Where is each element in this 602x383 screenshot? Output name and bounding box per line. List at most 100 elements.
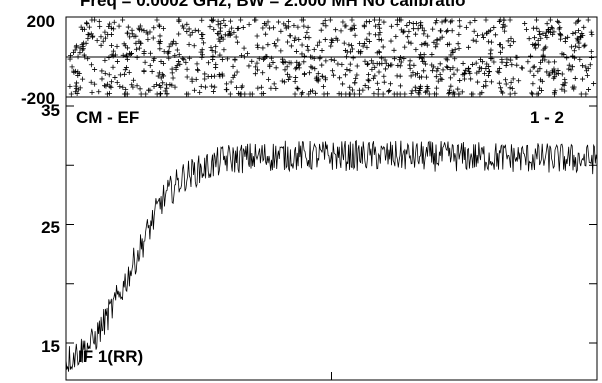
phase-point [121, 71, 127, 77]
phase-point [397, 63, 403, 69]
phase-point [572, 30, 578, 36]
phase-point [241, 54, 247, 60]
phase-point [199, 54, 205, 60]
phase-point [138, 91, 144, 97]
phase-point [254, 60, 260, 66]
phase-point [397, 83, 403, 89]
phase-point [100, 38, 106, 44]
phase-point [169, 70, 175, 76]
phase-point [433, 74, 439, 80]
phase-point [344, 66, 350, 72]
phase-point [120, 17, 126, 23]
phase-point [480, 32, 486, 38]
phase-point [583, 91, 589, 97]
phase-point [413, 31, 419, 37]
phase-point [393, 34, 399, 40]
phase-point [589, 32, 595, 38]
phase-point [193, 76, 199, 82]
phase-point [411, 26, 417, 32]
phase-point [72, 68, 78, 74]
phase-point [381, 73, 387, 79]
phase-point [136, 25, 142, 31]
phase-point [455, 86, 461, 92]
phase-point [258, 84, 264, 90]
phase-point [322, 37, 328, 43]
phase-point [439, 77, 445, 83]
phase-point [410, 70, 416, 76]
phase-point [154, 17, 160, 23]
phase-point [127, 34, 133, 40]
phase-point [457, 23, 463, 29]
phase-point [238, 17, 244, 23]
phase-point [156, 22, 162, 28]
phase-point [394, 22, 400, 28]
phase-point [120, 84, 126, 90]
phase-point [425, 86, 431, 92]
phase-point [228, 79, 234, 85]
phase-point [78, 24, 84, 30]
phase-point [544, 21, 550, 27]
phase-point [157, 23, 163, 29]
phase-point [562, 80, 568, 86]
phase-point [416, 86, 422, 92]
phase-point [361, 40, 367, 46]
phase-point [576, 40, 582, 46]
phase-point [285, 39, 291, 45]
phase-point [189, 30, 195, 36]
phase-point [172, 52, 178, 58]
phase-point [211, 26, 217, 32]
phase-point [465, 44, 471, 50]
phase-point [225, 32, 231, 38]
phase-point [198, 49, 204, 55]
phase-point [471, 28, 477, 34]
phase-point [526, 36, 532, 42]
phase-point [400, 29, 406, 35]
phase-point [120, 52, 126, 58]
phase-point [433, 44, 439, 50]
phase-point [452, 46, 458, 52]
phase-point [559, 51, 565, 57]
phase-point [507, 42, 513, 48]
phase-point [451, 91, 457, 97]
phase-point [369, 66, 375, 72]
phase-point [456, 91, 462, 97]
phase-point [376, 21, 382, 27]
phase-point [419, 42, 425, 48]
phase-point [114, 43, 120, 49]
phase-point [96, 18, 102, 24]
phase-point [308, 54, 314, 60]
phase-point [437, 61, 443, 67]
phase-point [99, 76, 105, 82]
phase-point [318, 27, 324, 33]
phase-point [288, 43, 294, 49]
phase-point [256, 56, 262, 62]
phase-point [451, 71, 457, 77]
phase-point [299, 91, 305, 97]
phase-point [209, 48, 215, 54]
phase-point [141, 28, 147, 34]
phase-point [199, 47, 205, 53]
phase-point [133, 40, 139, 46]
phase-point [364, 62, 370, 68]
phase-point [129, 82, 135, 88]
phase-point [406, 28, 412, 34]
amp-ytick-35: 35 [41, 101, 60, 120]
phase-point [394, 17, 400, 23]
phase-point [123, 53, 129, 59]
phase-point [467, 20, 473, 26]
phase-point [84, 20, 90, 26]
phase-point [311, 56, 317, 62]
phase-point [357, 40, 363, 46]
chart-title: Freq = 0.0002 GHz, BW = 2.000 MH No cali… [80, 0, 465, 10]
phase-point [217, 38, 223, 44]
phase-point [294, 59, 300, 65]
phase-point [432, 91, 438, 97]
phase-point [205, 60, 211, 66]
phase-point [97, 24, 103, 30]
phase-point [426, 91, 432, 97]
phase-point [103, 35, 109, 41]
phase-point [300, 17, 306, 23]
phase-point [497, 49, 503, 55]
phase-point [157, 91, 163, 97]
phase-point [435, 66, 441, 72]
